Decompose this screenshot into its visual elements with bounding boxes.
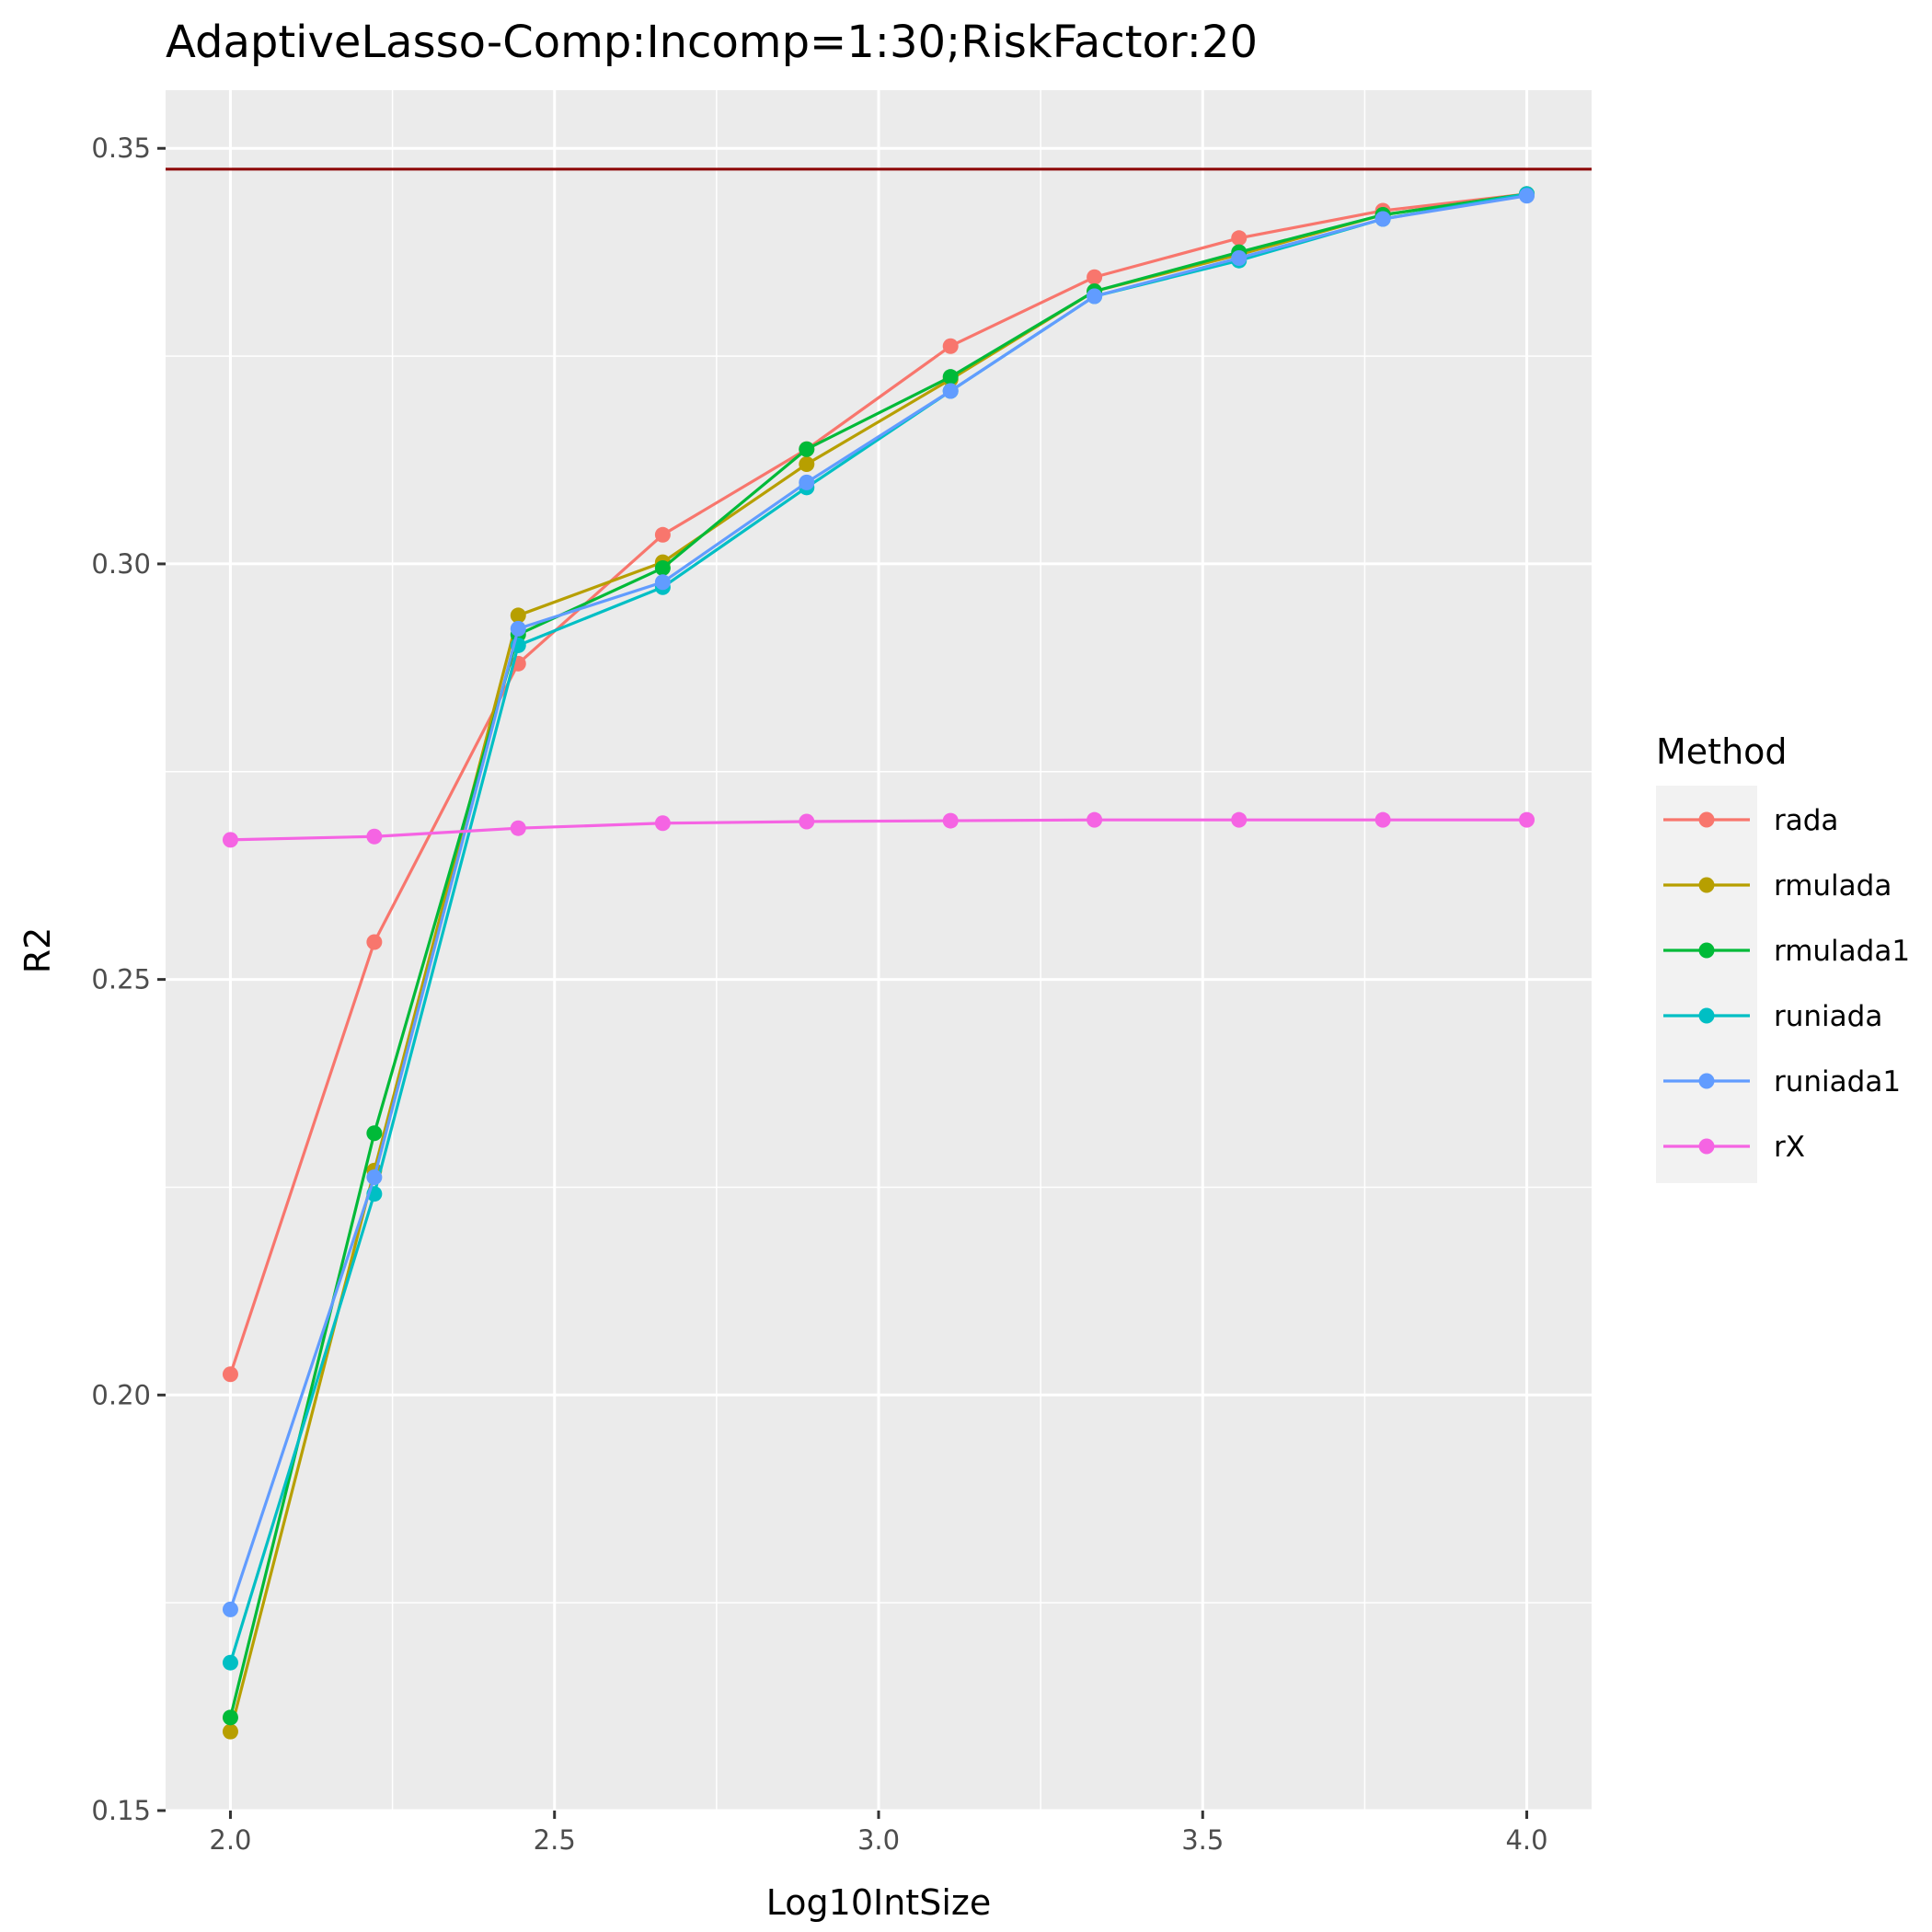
data-point-runiada1 [1519,188,1535,204]
y-axis: 0.15 0.20 0.25 0.30 0.35 [91,132,166,1826]
data-point-rX [1231,811,1248,828]
chart-title: AdaptiveLasso-Comp:Incomp=1:30;RiskFacto… [166,17,1258,68]
legend-swatch-point [1698,1073,1715,1089]
data-point-rmulada [799,456,815,473]
data-point-rX [654,815,671,832]
data-point-rX [366,828,383,845]
data-point-rada [1087,269,1103,285]
legend: Method rada rmulada rmulada1 runiada runiada… [1656,731,1910,1183]
x-axis-label: Log10IntSize [766,1882,991,1923]
series-line-rX [230,818,1527,842]
legend-item-rmulada1: rmulada1 [1663,935,1910,968]
data-point-runiada1 [942,383,959,399]
legend-swatch-point [1698,877,1715,893]
data-point-runiada1 [510,620,526,637]
data-point-rmulada1 [366,1125,383,1142]
series-rX [222,811,1535,848]
legend-swatch-point [1698,1138,1715,1155]
legend-item-runiada: runiada [1663,1000,1882,1033]
data-point-runiada [222,1654,238,1671]
legend-label: rmulada [1774,869,1892,903]
data-point-rada [366,934,383,950]
data-point-rX [799,813,815,830]
data-point-rX [510,820,526,836]
x-axis: 2.0 2.5 3.0 3.5 4.0 [209,1811,1548,1856]
data-point-runiada1 [1231,249,1248,266]
data-point-rmulada1 [222,1709,238,1726]
legend-label: rX [1774,1131,1805,1164]
x-tick-label: 4.0 [1505,1824,1547,1856]
data-point-runiada1 [799,474,815,490]
data-point-rada [654,526,671,543]
x-tick-label: 2.0 [209,1824,251,1856]
data-point-rmulada [222,1723,238,1740]
data-point-rmulada1 [799,441,815,457]
y-tick-label: 0.30 [91,548,151,580]
legend-label: runiada1 [1774,1065,1901,1098]
legend-swatch-point [1698,1007,1715,1024]
legend-label: rmulada1 [1774,935,1910,968]
legend-swatch-point [1698,942,1715,959]
y-tick-label: 0.25 [91,964,151,995]
legend-item-runiada1: runiada1 [1663,1065,1901,1098]
y-axis-label: R2 [17,927,58,974]
data-point-rmulada [510,607,526,624]
data-point-rX [1519,811,1535,828]
data-point-rada [222,1366,238,1383]
legend-label: rada [1774,804,1838,837]
y-tick-label: 0.20 [91,1379,151,1410]
legend-title: Method [1656,731,1788,772]
x-tick-label: 2.5 [534,1824,576,1856]
series-line-runiada1 [228,194,1527,1610]
data-point-rmulada1 [942,369,959,385]
data-point-runiada1 [222,1601,238,1617]
series-runiada1 [222,188,1535,1617]
data-point-runiada1 [1374,211,1391,227]
legend-swatch-point [1698,811,1715,828]
series-line-rmulada1 [228,192,1527,1719]
y-tick-label: 0.15 [91,1795,151,1826]
series-layer [222,186,1535,1740]
data-point-runiada1 [654,574,671,591]
legend-items: rada rmulada rmulada1 runiada runiada1 rX [1663,804,1910,1164]
legend-key-background [1656,786,1757,1183]
data-point-rada [942,338,959,354]
x-tick-label: 3.0 [857,1824,900,1856]
data-point-rX [1374,811,1391,828]
legend-item-rX: rX [1663,1131,1805,1164]
data-point-rada [1231,230,1248,247]
series-line-rada [228,192,1527,1375]
data-point-runiada1 [366,1169,383,1186]
data-point-rX [1087,811,1103,828]
legend-label: runiada [1774,1000,1882,1033]
legend-item-rada: rada [1663,804,1838,837]
y-tick-label: 0.35 [91,132,151,164]
data-point-rmulada1 [654,559,671,576]
data-point-runiada1 [1087,288,1103,305]
x-tick-label: 3.5 [1181,1824,1224,1856]
data-point-rX [942,812,959,829]
data-point-rX [222,832,238,848]
legend-item-rmulada: rmulada [1663,869,1892,903]
